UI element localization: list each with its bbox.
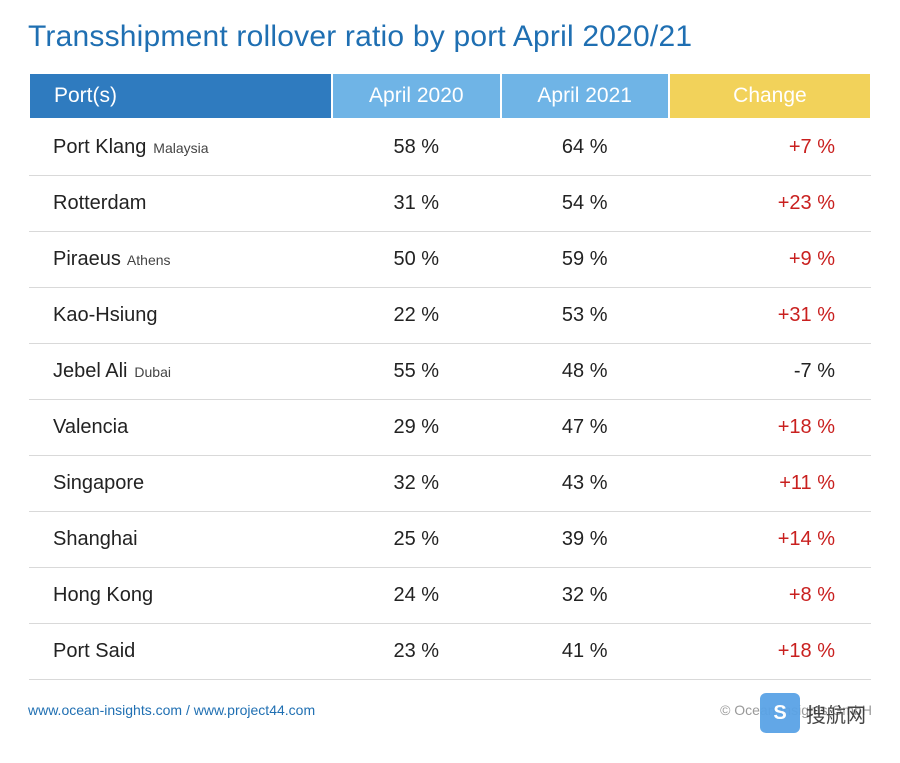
apr2020-cell: 22 % xyxy=(332,288,500,344)
apr2020-cell: 32 % xyxy=(332,456,500,512)
apr2021-cell: 53 % xyxy=(501,288,669,344)
apr2021-cell: 43 % xyxy=(501,456,669,512)
port-sublabel: Dubai xyxy=(131,364,171,380)
change-cell: +31 % xyxy=(669,288,871,344)
table-row: Port Said 23 %41 %+18 % xyxy=(29,624,871,680)
table-row: Kao-Hsiung 22 %53 %+31 % xyxy=(29,288,871,344)
port-cell: Hong Kong xyxy=(29,568,332,624)
port-name: Jebel Ali xyxy=(53,360,128,382)
apr2020-cell: 24 % xyxy=(332,568,500,624)
port-name: Piraeus xyxy=(53,248,121,270)
rollover-table: Port(s)April 2020April 2021Change Port K… xyxy=(28,72,872,680)
change-cell: +18 % xyxy=(669,400,871,456)
apr2020-cell: 58 % xyxy=(332,119,500,176)
port-name: Hong Kong xyxy=(53,584,153,606)
apr2021-cell: 32 % xyxy=(501,568,669,624)
port-name: Port Said xyxy=(53,640,135,662)
port-name: Shanghai xyxy=(53,528,138,550)
port-cell: Rotterdam xyxy=(29,176,332,232)
table-row: Singapore 32 %43 %+11 % xyxy=(29,456,871,512)
apr2021-cell: 64 % xyxy=(501,119,669,176)
change-cell: +14 % xyxy=(669,512,871,568)
port-name: Valencia xyxy=(53,416,128,438)
table-header-cell: Change xyxy=(669,73,871,119)
footer: www.ocean-insights.com / www.project44.c… xyxy=(28,702,872,718)
table-row: Jebel Ali Dubai55 %48 %-7 % xyxy=(29,344,871,400)
watermark-text: 搜航网 xyxy=(806,699,866,728)
port-cell: Port Said xyxy=(29,624,332,680)
apr2020-cell: 55 % xyxy=(332,344,500,400)
apr2020-cell: 29 % xyxy=(332,400,500,456)
apr2020-cell: 23 % xyxy=(332,624,500,680)
apr2021-cell: 41 % xyxy=(501,624,669,680)
change-cell: +9 % xyxy=(669,232,871,288)
port-sublabel: Athens xyxy=(124,252,171,268)
port-sublabel: Malaysia xyxy=(149,140,208,156)
table-header-cell: April 2021 xyxy=(501,73,669,119)
change-cell: -7 % xyxy=(669,344,871,400)
change-cell: +7 % xyxy=(669,119,871,176)
port-name: Port Klang xyxy=(53,136,146,158)
port-cell: Kao-Hsiung xyxy=(29,288,332,344)
table-row: Valencia 29 %47 %+18 % xyxy=(29,400,871,456)
port-cell: Shanghai xyxy=(29,512,332,568)
port-cell: Singapore xyxy=(29,456,332,512)
port-name: Singapore xyxy=(53,472,144,494)
table-header-cell: April 2020 xyxy=(332,73,500,119)
table-row: Shanghai 25 %39 %+14 % xyxy=(29,512,871,568)
table-body: Port Klang Malaysia58 %64 %+7 %Rotterdam… xyxy=(29,119,871,680)
apr2021-cell: 39 % xyxy=(501,512,669,568)
change-cell: +18 % xyxy=(669,624,871,680)
apr2020-cell: 25 % xyxy=(332,512,500,568)
apr2021-cell: 48 % xyxy=(501,344,669,400)
table-row: Port Klang Malaysia58 %64 %+7 % xyxy=(29,119,871,176)
footer-links[interactable]: www.ocean-insights.com / www.project44.c… xyxy=(28,702,315,718)
apr2020-cell: 31 % xyxy=(332,176,500,232)
change-cell: +23 % xyxy=(669,176,871,232)
apr2021-cell: 59 % xyxy=(501,232,669,288)
page-title: Transshipment rollover ratio by port Apr… xyxy=(28,20,872,54)
apr2020-cell: 50 % xyxy=(332,232,500,288)
port-name: Rotterdam xyxy=(53,192,146,214)
port-cell: Jebel Ali Dubai xyxy=(29,344,332,400)
change-cell: +11 % xyxy=(669,456,871,512)
port-name: Kao-Hsiung xyxy=(53,304,158,326)
change-cell: +8 % xyxy=(669,568,871,624)
table-row: Piraeus Athens50 %59 %+9 % xyxy=(29,232,871,288)
port-cell: Valencia xyxy=(29,400,332,456)
table-header-row: Port(s)April 2020April 2021Change xyxy=(29,73,871,119)
apr2021-cell: 47 % xyxy=(501,400,669,456)
apr2021-cell: 54 % xyxy=(501,176,669,232)
table-row: Hong Kong 24 %32 %+8 % xyxy=(29,568,871,624)
watermark-icon: S xyxy=(760,693,800,733)
port-cell: Port Klang Malaysia xyxy=(29,119,332,176)
table-row: Rotterdam 31 %54 %+23 % xyxy=(29,176,871,232)
port-cell: Piraeus Athens xyxy=(29,232,332,288)
table-header-cell: Port(s) xyxy=(29,73,332,119)
watermark: S 搜航网 xyxy=(760,693,866,733)
